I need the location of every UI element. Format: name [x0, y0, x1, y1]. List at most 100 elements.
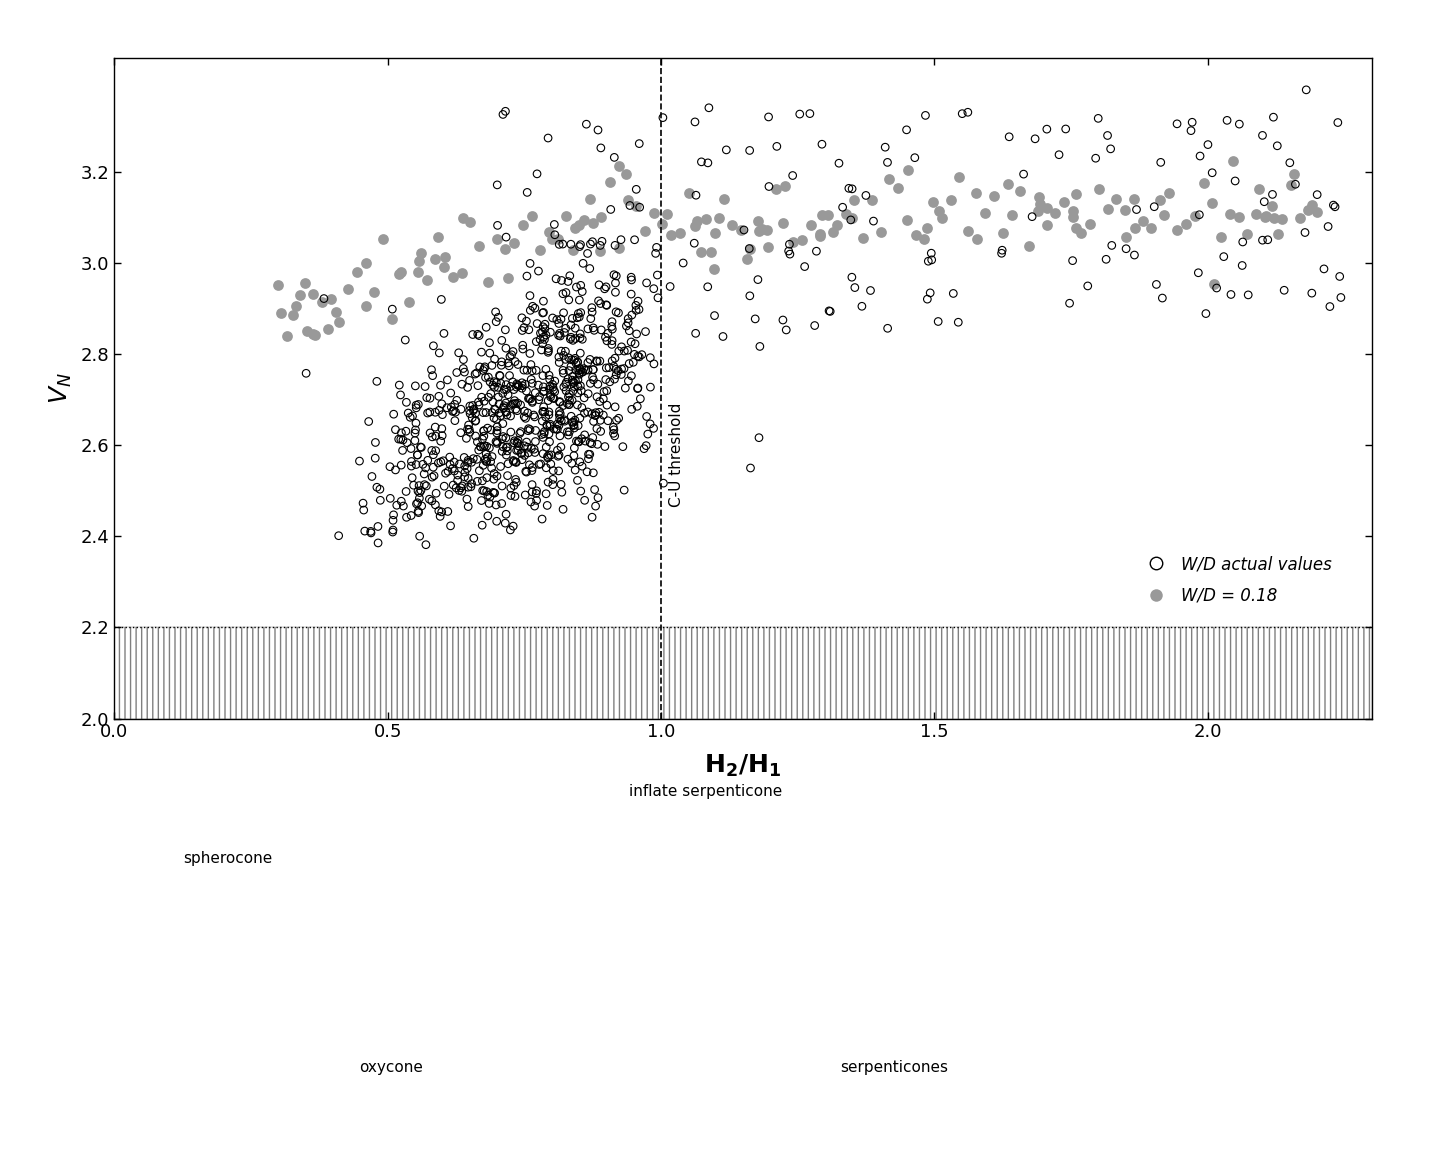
Point [532, 378, 554, 396]
Point [310, 293, 333, 312]
Point [533, 402, 556, 421]
Point [537, 224, 560, 242]
Point [453, 464, 476, 482]
Point [564, 319, 587, 337]
Point [492, 438, 514, 457]
Point [592, 389, 614, 408]
Point [496, 442, 519, 460]
Point [486, 421, 509, 439]
Point [409, 483, 432, 502]
Point [494, 438, 517, 457]
Point [409, 527, 432, 546]
Point [917, 252, 940, 270]
Point [569, 325, 592, 343]
Point [503, 394, 526, 413]
Point [477, 367, 500, 386]
Point [560, 391, 583, 409]
Point [539, 386, 562, 404]
Point [542, 376, 564, 394]
Point [349, 452, 372, 471]
Point [284, 297, 307, 315]
Point [433, 325, 456, 343]
Point [367, 533, 390, 552]
Point [490, 476, 513, 495]
Point [1036, 119, 1059, 138]
Point [559, 330, 582, 349]
Point [504, 473, 527, 491]
Point [487, 308, 510, 327]
Point [497, 357, 520, 376]
Point [494, 394, 517, 413]
Point [576, 353, 599, 372]
Point [566, 352, 589, 371]
Point [476, 468, 499, 487]
Point [603, 265, 626, 284]
Point [799, 104, 822, 123]
Point [570, 283, 593, 301]
Point [1070, 224, 1093, 242]
Point [302, 285, 324, 304]
Point [580, 302, 603, 321]
Point [876, 319, 899, 337]
Point [560, 407, 583, 425]
Point [479, 344, 502, 363]
Point [614, 316, 637, 335]
Point [1273, 280, 1296, 299]
Point [474, 403, 497, 422]
Point [552, 235, 574, 254]
Point [569, 482, 592, 501]
Point [537, 342, 560, 360]
Point [477, 494, 500, 512]
Point [566, 352, 589, 371]
Point [556, 450, 579, 468]
Point [486, 176, 509, 195]
Point [390, 491, 413, 510]
Point [699, 243, 722, 262]
Point [1079, 214, 1102, 233]
Point [799, 216, 822, 234]
Point [407, 252, 430, 270]
Point [703, 260, 726, 278]
Point [586, 352, 609, 371]
Point [400, 439, 423, 458]
Point [520, 362, 543, 380]
Point [1153, 205, 1176, 224]
Point [517, 321, 540, 340]
Point [1253, 192, 1276, 211]
Point [466, 432, 489, 451]
Point [777, 235, 800, 254]
Point [414, 476, 437, 495]
Point [569, 452, 592, 471]
Point [1113, 201, 1136, 219]
Point [639, 378, 662, 396]
Point [546, 311, 569, 329]
Point [604, 302, 627, 321]
Point [406, 446, 429, 465]
Point [536, 447, 559, 466]
Point [496, 466, 519, 484]
Point [737, 239, 760, 257]
Point [506, 355, 529, 373]
Point [510, 321, 533, 340]
Point [547, 406, 570, 424]
Point [494, 513, 517, 532]
Point [446, 363, 469, 381]
Point [520, 475, 543, 494]
Point [1175, 214, 1198, 233]
Point [509, 424, 532, 443]
Point [586, 420, 609, 438]
Point [456, 378, 479, 396]
Point [1062, 207, 1085, 226]
Text: oxycone: oxycone [359, 1059, 423, 1074]
Point [1262, 209, 1285, 227]
Point [462, 396, 484, 415]
Point [382, 520, 404, 539]
Point [402, 407, 424, 425]
Point [1228, 115, 1250, 133]
Point [582, 464, 604, 482]
Point [446, 391, 469, 409]
Point [577, 450, 600, 468]
Point [532, 366, 554, 385]
Point [862, 212, 885, 231]
Point [850, 297, 873, 315]
